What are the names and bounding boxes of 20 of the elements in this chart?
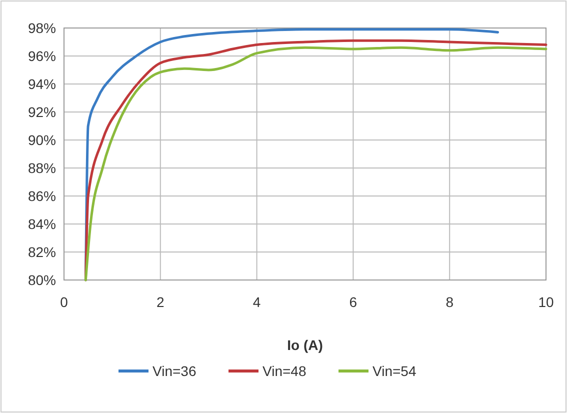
y-tick-label: 84% xyxy=(28,216,56,232)
y-tick-label: 94% xyxy=(28,76,56,92)
legend-label: Vin=36 xyxy=(152,363,196,379)
x-tick-label: 6 xyxy=(349,294,358,310)
y-tick-label: 86% xyxy=(28,188,56,204)
y-tick-label: 96% xyxy=(28,48,56,64)
x-tick-label: 8 xyxy=(446,294,454,310)
x-axis-title: Io (A) xyxy=(287,337,323,353)
y-tick-label: 88% xyxy=(28,160,56,176)
x-tick-label: 0 xyxy=(60,294,68,310)
legend-label: Vin=54 xyxy=(372,363,416,379)
y-tick-label: 92% xyxy=(28,104,56,120)
y-tick-label: 80% xyxy=(28,272,56,288)
y-tick-label: 90% xyxy=(28,132,56,148)
y-tick-label: 82% xyxy=(28,244,56,260)
x-tick-label: 10 xyxy=(538,294,554,310)
legend-label: Vin=48 xyxy=(262,363,306,379)
y-tick-label: 98% xyxy=(28,20,56,36)
x-tick-label: 4 xyxy=(252,294,261,310)
x-tick-label: 2 xyxy=(156,294,164,310)
